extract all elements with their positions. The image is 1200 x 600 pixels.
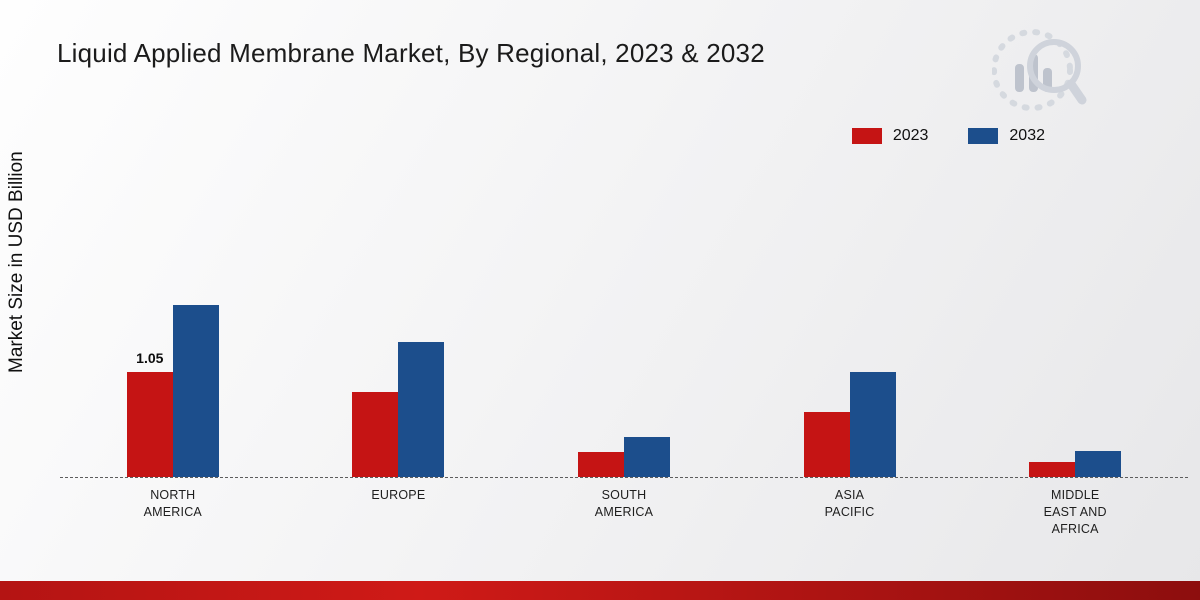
legend: 2023 2032 — [851, 127, 1045, 145]
category-labels-row: NORTH AMERICA EUROPE SOUTH AMERICA ASIA PAC… — [60, 487, 1188, 538]
legend-label: 2032 — [1009, 127, 1045, 144]
legend-item-2023: 2023 — [851, 127, 929, 145]
bar-north-america-2023: 1.05 — [126, 350, 173, 477]
bar-pair-south-america — [577, 437, 670, 477]
bar-group-europe — [286, 200, 512, 477]
y-axis-label: Market Size in USD Billion — [6, 151, 27, 374]
category-label-north-america: NORTH AMERICA — [143, 488, 202, 519]
bar-pair-middle-east-and-africa — [1029, 451, 1122, 477]
category-label-cell-middle-east-and-africa: MIDDLE EAST AND AFRICA — [962, 487, 1188, 538]
x-axis-baseline — [60, 477, 1188, 478]
bar-middle-east-and-africa-2023 — [1029, 462, 1076, 477]
legend-label: 2023 — [892, 127, 929, 144]
brand-logo-icon — [991, 24, 1088, 116]
category-label-cell-asia-pacific: ASIA PACIFIC — [737, 487, 963, 538]
category-label-asia-pacific: ASIA PACIFIC — [824, 488, 875, 519]
bar-pair-asia-pacific — [803, 372, 896, 477]
bars-row: 1.05 — [60, 200, 1188, 477]
category-label-europe: EUROPE — [371, 488, 426, 502]
bar-pair-europe — [352, 342, 445, 477]
plot-area: 1.05 NORTH AMERICA EUROPE SOUTH AMERICA ASI… — [60, 200, 1188, 538]
category-label-middle-east-and-africa: MIDDLE EAST AND AFRICA — [1043, 488, 1107, 536]
bar-europe-2023 — [352, 392, 399, 477]
bar-pair-north-america: 1.05 — [126, 305, 219, 477]
bar-europe-2032 — [398, 342, 445, 477]
legend-swatch-2023 — [851, 128, 882, 144]
bar-asia-pacific-2032 — [849, 372, 896, 477]
bar-middle-east-and-africa-2032 — [1075, 451, 1122, 477]
bar-value-label: 1.05 — [136, 350, 164, 366]
footer-accent-bar — [0, 581, 1200, 600]
bar-group-middle-east-and-africa — [962, 200, 1188, 477]
bar-asia-pacific-2023 — [803, 412, 850, 477]
category-label-cell-south-america: SOUTH AMERICA — [511, 487, 737, 538]
bar-north-america-2032 — [172, 305, 219, 477]
category-label-cell-europe: EUROPE — [286, 487, 512, 538]
bar-group-north-america: 1.05 — [60, 200, 286, 477]
category-label-cell-north-america: NORTH AMERICA — [60, 487, 286, 538]
bar-south-america-2023 — [577, 452, 624, 477]
chart-title: Liquid Applied Membrane Market, By Regio… — [57, 38, 765, 68]
legend-swatch-2032 — [968, 128, 999, 144]
bar-group-asia-pacific — [737, 200, 963, 477]
bar-group-south-america — [511, 200, 737, 477]
bar-south-america-2032 — [623, 437, 670, 477]
category-label-south-america: SOUTH AMERICA — [594, 488, 654, 519]
brand-logo-graphic — [991, 29, 1087, 111]
legend-item-2032: 2032 — [968, 127, 1045, 145]
